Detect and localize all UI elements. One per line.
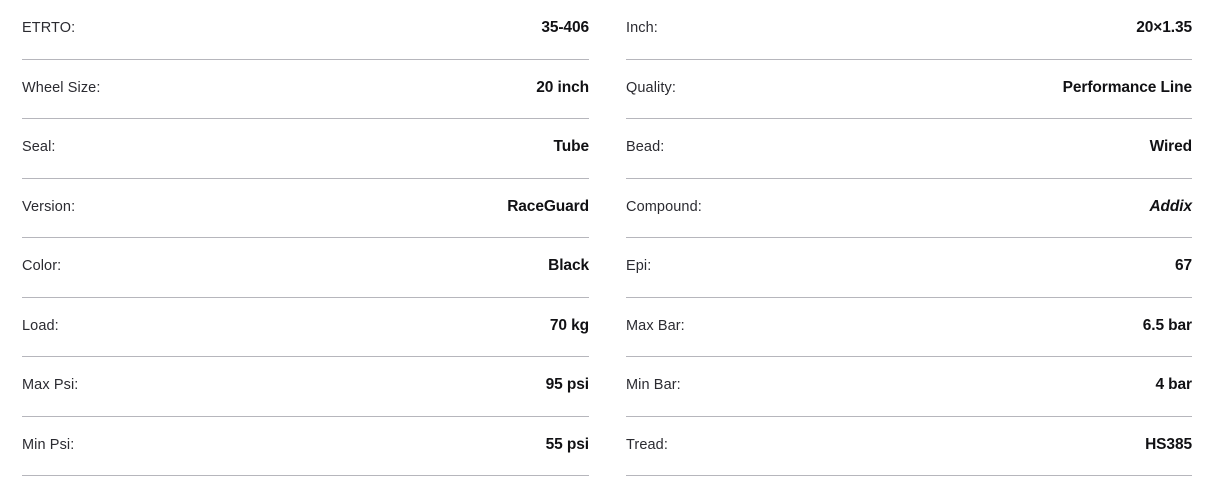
- spec-label: Epi:: [626, 258, 652, 274]
- spec-row: Epi: 67: [626, 238, 1192, 298]
- spec-row: ETRTO: 35-406: [22, 0, 589, 60]
- spec-row: Version: RaceGuard: [22, 179, 589, 238]
- spec-label: Color:: [22, 258, 62, 274]
- spec-label: Tread:: [626, 436, 668, 453]
- spec-label: Max Psi:: [22, 377, 79, 393]
- spec-value: Tube: [553, 138, 590, 155]
- spec-row: Quality: Performance Line: [626, 60, 1192, 119]
- spec-row-inner: Epi: 67: [626, 238, 1192, 274]
- spec-label: Max Bar:: [626, 317, 685, 334]
- spec-value: 55 psi: [545, 435, 589, 453]
- spec-value: Black: [548, 257, 589, 274]
- spec-label: Load:: [22, 317, 59, 334]
- spec-row: Inch: 20×1.35: [626, 0, 1192, 60]
- spec-label: Version:: [22, 198, 76, 215]
- spec-row-inner: Load: 70 kg: [22, 298, 589, 334]
- spec-row: Load: 70 kg: [22, 298, 589, 357]
- spec-value: HS385: [1145, 435, 1192, 453]
- spec-row-inner: Compound: Addix: [626, 179, 1192, 215]
- spec-row-inner: Quality: Performance Line: [626, 60, 1192, 96]
- spec-row: Color: Black: [22, 238, 589, 298]
- spec-label: Compound:: [626, 198, 702, 215]
- spec-value: 95 psi: [545, 376, 589, 393]
- spec-row-inner: Tread: HS385: [626, 417, 1192, 453]
- spec-value: 20×1.35: [1136, 19, 1192, 36]
- spec-row-inner: Wheel Size: 20 inch: [22, 60, 589, 96]
- spec-label: Min Bar:: [626, 377, 681, 393]
- spec-label: Quality:: [626, 79, 676, 96]
- spec-row: Min Psi: 55 psi: [22, 417, 589, 476]
- spec-value: 67: [1174, 257, 1192, 274]
- spec-value: Performance Line: [1062, 78, 1192, 96]
- spec-value: 4 bar: [1155, 376, 1192, 393]
- spec-label: Bead:: [626, 139, 665, 155]
- spec-row-inner: Max Psi: 95 psi: [22, 357, 589, 393]
- spec-row-inner: Min Psi: 55 psi: [22, 417, 589, 453]
- spec-column-right: Inch: 20×1.35 Quality: Performance Line Bead…: [607, 0, 1214, 489]
- spec-row-inner: Min Bar: 4 bar: [626, 357, 1192, 393]
- spec-value: Addix: [1149, 197, 1192, 215]
- spec-value: RaceGuard: [507, 197, 589, 215]
- spec-label: ETRTO:: [22, 20, 76, 36]
- spec-row-inner: Seal: Tube: [22, 119, 589, 155]
- spec-row-inner: ETRTO: 35-406: [22, 0, 589, 36]
- spec-row-inner: Color: Black: [22, 238, 589, 274]
- spec-row: Compound: Addix: [626, 179, 1192, 238]
- spec-label: Inch:: [626, 20, 658, 36]
- spec-value: 20 inch: [536, 78, 589, 96]
- spec-row: Max Bar: 6.5 bar: [626, 298, 1192, 357]
- spec-row-inner: Max Bar: 6.5 bar: [626, 298, 1192, 334]
- spec-value: 6.5 bar: [1142, 316, 1192, 334]
- spec-label: Wheel Size:: [22, 79, 101, 96]
- spec-column-left: ETRTO: 35-406 Wheel Size: 20 inch Seal: Tube V…: [22, 0, 589, 476]
- spec-row-inner: Version: RaceGuard: [22, 179, 589, 215]
- spec-row: Bead: Wired: [626, 119, 1192, 179]
- spec-row: Tread: HS385: [626, 417, 1192, 476]
- spec-row-inner: Bead: Wired: [626, 119, 1192, 155]
- spec-label: Seal:: [22, 139, 56, 155]
- spec-value: 70 kg: [549, 316, 589, 334]
- spec-row: Max Psi: 95 psi: [22, 357, 589, 417]
- spec-row: Seal: Tube: [22, 119, 589, 179]
- spec-row: Wheel Size: 20 inch: [22, 60, 589, 119]
- spec-value: Wired: [1149, 138, 1193, 155]
- spec-row: Min Bar: 4 bar: [626, 357, 1192, 417]
- spec-row-inner: Inch: 20×1.35: [626, 0, 1192, 36]
- spec-label: Min Psi:: [22, 436, 75, 453]
- spec-value: 35-406: [541, 19, 589, 36]
